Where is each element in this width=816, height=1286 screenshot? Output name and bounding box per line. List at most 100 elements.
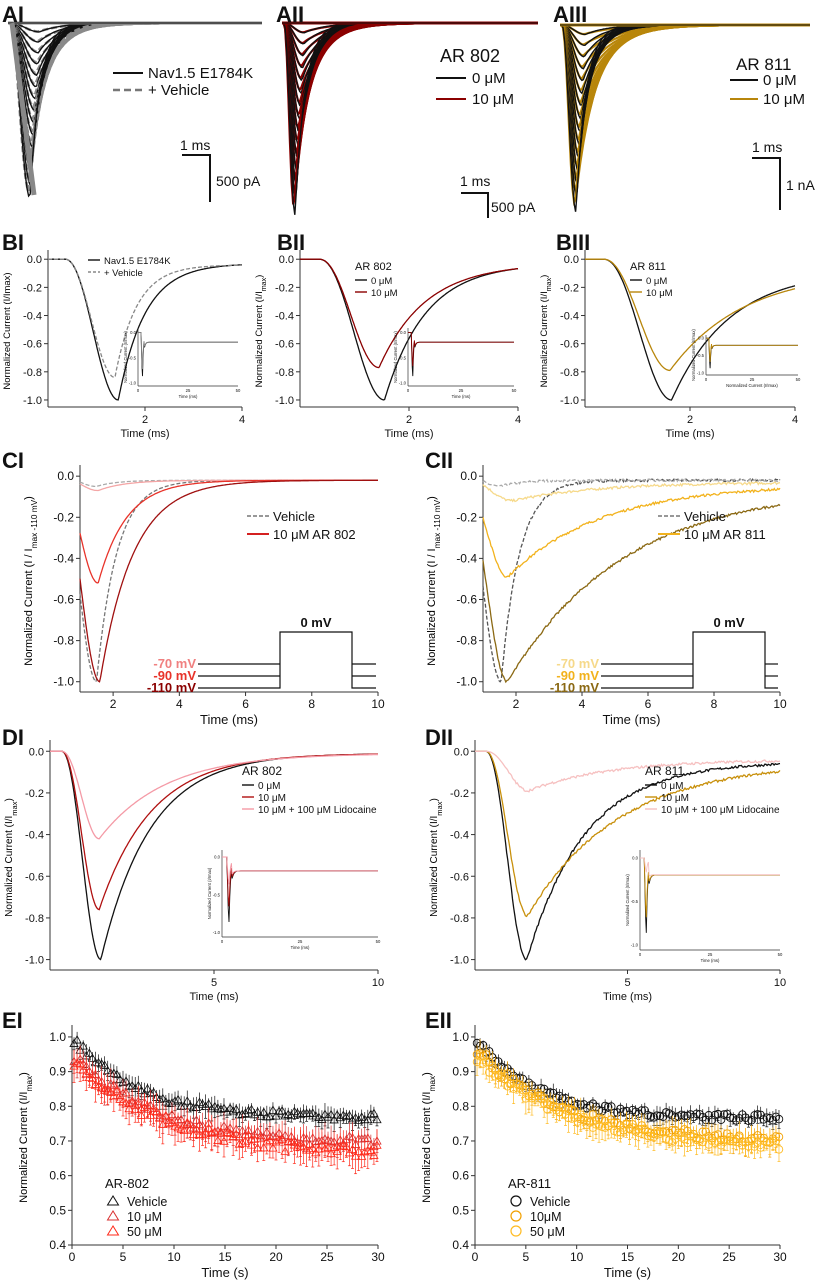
series-line [300,258,519,369]
data-point [265,1135,275,1144]
data-point [142,1083,153,1093]
inset-series [138,332,238,370]
data-point [637,1124,646,1134]
inset-y-tick: -0.5 [129,355,137,360]
data-point [142,1100,153,1110]
data-point [521,1094,531,1103]
data-point [357,1151,367,1160]
data-point [515,1083,524,1093]
data-point [350,1151,361,1160]
panel-label: CII [425,448,453,473]
data-point [182,1096,192,1105]
legend-label: 0 μM [371,276,392,287]
data-point [188,1129,199,1139]
data-point [249,1134,260,1143]
x-tick-label: 2 [142,414,148,426]
protocol-step [601,631,778,689]
data-point [744,1141,753,1151]
inset-x-label: Time (ms) [701,958,720,963]
data-point [252,1107,263,1116]
data-point [344,1110,355,1120]
y-tick-label: -1.0 [275,395,294,407]
y-axis-label: Normalized Current (I/Imax) [429,798,444,917]
chart-cii: 0.0 -0.2 -0.4 -0.6 -0.8 -1.0 2 4 6 8 10 Time (ms) No… [426,465,787,727]
legend-marker [106,1225,120,1236]
y-tick-label: -0.6 [25,871,44,883]
chart-ci: 0.0 -0.2 -0.4 -0.6 -0.8 -1.0 2 4 6 8 10 Time (ms) No… [23,465,385,727]
data-point [109,1091,119,1100]
data-point [680,1111,689,1121]
legend-label: 10 μM AR 811 [684,527,766,542]
data-point [259,1107,269,1116]
inset-series [408,332,514,367]
x-tick-label: 25 [320,1250,334,1264]
legend-label: 0 μM [661,781,683,792]
panel-label: BIII [556,230,590,255]
data-point [518,1085,528,1095]
series-line [48,258,242,379]
data-point [652,1111,662,1120]
y-tick-label: -0.2 [560,282,579,294]
data-point [606,1118,616,1128]
y-axis-label: Normalized Current (I/Imax) [2,272,13,389]
y-axis-label: Normalized Current (I/Imax) [421,1072,437,1203]
data-point [158,1093,168,1103]
inset-plot: 0.0 -0.5 -1.00 25 50 Time (ms) Normalized Curr… [123,328,241,399]
x-axis-label: Time (s) [201,1265,248,1280]
data-point [741,1113,750,1122]
chart-ei: 0.4 0.5 0.6 0.7 0.8 0.9 1.0 0 5 10 15 20 25 30 Time (s… [18,1025,385,1280]
inset-series [706,337,798,362]
data-point [335,1112,345,1122]
y-tick-label: -1.0 [450,955,469,967]
inset-x-label: Time (ms) [291,945,310,950]
data-point [228,1105,238,1115]
data-point [762,1137,772,1146]
inset-series [640,857,780,918]
inset-x-tick: 25 [298,939,303,944]
data-point [774,1114,784,1124]
x-tick-label: 4 [579,697,586,711]
legend-label: Vehicle [127,1195,167,1209]
protocol-hold-label: -70 mV [556,656,599,671]
legend-label: 10 μM AR 802 [273,527,356,542]
legend-label: 50 μM [127,1225,162,1239]
legend-label: 10 μM [646,288,673,299]
series-line [79,479,378,683]
data-point [695,1110,704,1119]
data-point [363,1114,373,1124]
legend-label: Vehicle [273,509,315,524]
y-label-main: Normalized Current (I/I [539,291,550,387]
inset-x-tick: 0 [221,939,224,944]
series-line [585,258,796,401]
y-tick-label: -0.4 [560,311,579,323]
inset-x-tick: 25 [750,377,755,382]
data-point [231,1129,241,1138]
legend-label: 10 μM [763,91,805,108]
y-tick-label: 0.0 [454,746,469,758]
data-point [756,1110,765,1120]
data-point [341,1111,352,1121]
data-point [292,1142,303,1151]
data-point [704,1111,714,1120]
chart-eii: 0.4 0.5 0.6 0.7 0.8 0.9 1.0 0 5 10 15 20 25 30 Time (s… [421,1025,787,1280]
data-point [500,1071,509,1080]
data-point [216,1127,226,1136]
data-point [246,1140,257,1149]
inset-series [222,856,378,907]
data-point [271,1136,281,1146]
series-line [482,477,781,487]
y-label-main: Normalized Current (I/I [254,291,265,387]
x-tick-label: 25 [722,1250,736,1264]
inset-x-tick: 50 [236,388,241,393]
data-point [280,1130,290,1140]
series-line [482,477,781,683]
current-trace [8,22,262,174]
x-axis-label: Time (s) [604,1265,651,1280]
data-point [317,1139,327,1149]
data-point [182,1117,192,1127]
inset-series [706,337,798,369]
current-trace [560,24,810,197]
panel-label: DI [2,725,24,750]
y-label-end: ) [23,496,35,500]
y-tick-label: -0.6 [275,339,294,351]
